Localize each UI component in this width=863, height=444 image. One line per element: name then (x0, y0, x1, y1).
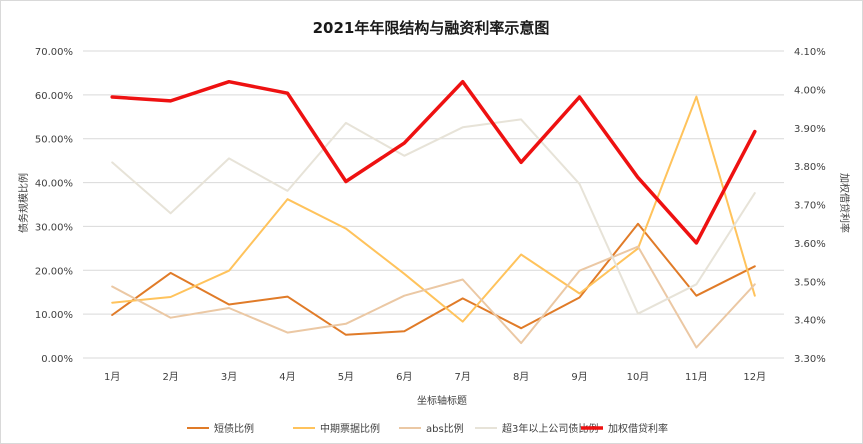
legend-label-4: 超3年以上公司债比例 (502, 422, 598, 435)
x-tick-label: 3月 (221, 371, 237, 383)
x-axis-title: 坐标轴标题 (417, 394, 467, 407)
legend-label-5: 加权借贷利率 (608, 422, 668, 435)
x-tick-label: 2月 (162, 371, 178, 383)
x-tick-label: 1月 (104, 371, 120, 383)
gridlines (83, 50, 784, 359)
y-left-tick-label: 70.00% (35, 47, 73, 58)
x-tick-label: 8月 (513, 371, 529, 383)
y-left-tick-label: 10.00% (35, 310, 73, 321)
x-tick-label: 5月 (338, 371, 354, 383)
x-tick-label: 9月 (571, 371, 587, 383)
x-tick-label: 10月 (627, 371, 650, 383)
x-tick-label: 4月 (279, 371, 295, 383)
y-axis-left-title: 债务规模比例 (17, 173, 30, 233)
y-right-tick-label: 3.90% (794, 124, 826, 135)
y-axis-right-title: 加权借贷利率 (838, 173, 851, 233)
y-right-tick-label: 3.60% (794, 239, 826, 250)
y-right-tick-label: 4.10% (794, 47, 826, 58)
y-left-tick-label: 60.00% (35, 91, 73, 102)
x-tick-label: 7月 (455, 371, 471, 383)
series-lines (110, 79, 757, 349)
series-line-4 (111, 118, 756, 315)
y-axis-left: 0.00% 10.00% 20.00% 30.00% 40.00% 50.00% 60.00… (35, 47, 73, 365)
y-right-tick-label: 3.30% (794, 354, 826, 365)
x-tick-label: 11月 (685, 371, 708, 383)
x-tick-label: 12月 (743, 371, 766, 383)
y-left-tick-label: 30.00% (35, 222, 73, 233)
series-line-5 (110, 79, 757, 245)
legend-label-2: 中期票据比例 (320, 422, 380, 435)
y-right-tick-label: 4.00% (794, 85, 826, 96)
series-line-3 (111, 245, 756, 349)
legend: 短债比例 中期票据比例 abs比例 超3年以上公司债比例 加权借贷利率 (187, 422, 668, 435)
y-left-tick-label: 0.00% (41, 354, 73, 365)
chart-title: 2021年年限结构与融资利率示意图 (313, 19, 550, 37)
x-axis: 1月 2月 3月 4月 5月 6月 7月 8月 9月 10月 11月 12月 (104, 371, 766, 383)
y-left-tick-label: 40.00% (35, 179, 73, 190)
y-right-tick-label: 3.40% (794, 316, 826, 327)
legend-label-1: 短债比例 (214, 422, 254, 435)
y-left-tick-label: 50.00% (35, 135, 73, 146)
y-right-tick-label: 3.70% (794, 201, 826, 212)
y-right-tick-label: 3.50% (794, 277, 826, 288)
series-line-2 (111, 95, 756, 323)
y-axis-right: 3.30% 3.40% 3.50% 3.60% 3.70% 3.80% 3.90% 4.00%… (794, 47, 826, 365)
y-right-tick-label: 3.80% (794, 162, 826, 173)
x-tick-label: 6月 (396, 371, 412, 383)
y-left-tick-label: 20.00% (35, 266, 73, 277)
series-line-1 (111, 222, 756, 336)
legend-label-3: abs比例 (426, 422, 464, 435)
